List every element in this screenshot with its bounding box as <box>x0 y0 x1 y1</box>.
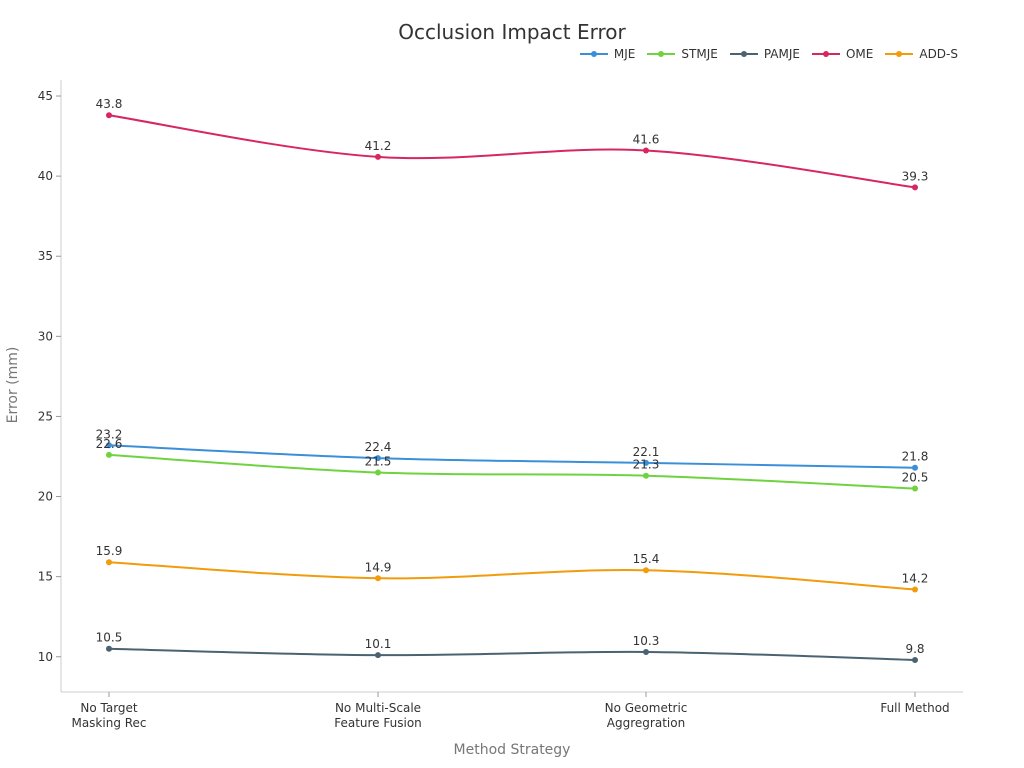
series-line-mje <box>108 444 916 469</box>
x-tick-label-line: No Multi-Scale <box>335 701 421 715</box>
legend-item-stmje[interactable]: STMJE <box>647 47 718 61</box>
data-point-ome <box>375 153 381 160</box>
data-point-pamje <box>912 656 918 663</box>
y-tick-label: 15 <box>38 570 53 584</box>
data-point-pamje <box>106 645 112 652</box>
data-label-stmje: 21.3 <box>633 458 660 472</box>
legend-swatch <box>811 48 840 60</box>
x-tick-label: No Geometric Aggregration <box>605 701 688 730</box>
data-label-add-s: 14.9 <box>365 560 392 574</box>
data-label-stmje: 20.5 <box>902 471 929 485</box>
x-tick-label-line: No Target <box>80 701 138 715</box>
x-axis-title: Method Strategy <box>453 742 571 758</box>
x-tick-label-line: Feature Fusion <box>334 716 422 730</box>
data-label-ome: 41.2 <box>365 139 392 153</box>
data-label-pamje: 9.8 <box>905 642 924 656</box>
legend-label: OME <box>845 47 874 61</box>
data-label-add-s: 15.9 <box>96 544 123 558</box>
data-label-ome: 43.8 <box>96 97 123 111</box>
legend-label: STMJE <box>681 47 718 61</box>
legend-swatch <box>729 48 758 60</box>
legend-swatch <box>885 48 914 60</box>
data-label-ome: 39.3 <box>902 169 929 183</box>
data-label-stmje: 22.6 <box>96 437 123 451</box>
legend-item-ome[interactable]: OME <box>811 47 874 61</box>
legend-item-add-s[interactable]: ADD-S <box>885 47 958 61</box>
y-tick-label: 40 <box>38 169 53 183</box>
data-point-mje <box>106 442 112 449</box>
y-axis-title: Error (mm) <box>5 346 21 424</box>
legend-label: ADD-S <box>919 47 958 61</box>
data-label-mje: 21.8 <box>902 450 929 464</box>
legend-swatch <box>647 48 676 60</box>
data-label-add-s: 15.4 <box>633 552 660 566</box>
x-tick-label-line: Masking Rec <box>71 716 146 730</box>
data-point-add-s <box>912 586 918 593</box>
series-line-stmje <box>108 453 916 490</box>
y-tick-label: 20 <box>38 490 53 504</box>
data-point-stmje <box>912 485 918 492</box>
data-label-ome: 41.6 <box>633 132 660 146</box>
x-tick-label: No Multi-Scale Feature Fusion <box>334 701 422 730</box>
legend-label: PAMJE <box>763 47 800 61</box>
legend-item-mje[interactable]: MJE <box>579 47 636 61</box>
series-line-add-s <box>108 561 916 591</box>
data-point-pamje <box>375 652 381 659</box>
data-label-pamje: 10.3 <box>633 634 660 648</box>
data-point-stmje <box>643 472 649 479</box>
series-line-ome <box>108 114 916 189</box>
data-label-pamje: 10.1 <box>365 637 392 651</box>
series-line-pamje <box>108 647 916 661</box>
data-label-stmje: 21.5 <box>365 455 392 469</box>
y-tick-label: 45 <box>38 89 53 103</box>
legend-item-pamje[interactable]: PAMJE <box>729 47 800 61</box>
data-point-mje <box>643 459 649 466</box>
data-point-pamje <box>643 648 649 655</box>
data-label-add-s: 14.2 <box>902 571 929 585</box>
x-tick-label-line: Full Method <box>880 701 949 715</box>
x-tick-label: Full Method <box>880 701 949 715</box>
x-tick-label: No Target Masking Rec <box>71 701 146 730</box>
data-point-stmje <box>106 451 112 458</box>
data-point-ome <box>106 112 112 119</box>
data-point-stmje <box>375 469 381 476</box>
legend-swatch <box>579 48 608 60</box>
y-tick-label: 25 <box>38 409 53 423</box>
data-point-ome <box>643 147 649 154</box>
data-point-add-s <box>106 559 112 566</box>
data-point-add-s <box>375 575 381 582</box>
legend: MJE STMJE PAMJE OME ADD-S <box>568 46 958 62</box>
data-point-mje <box>912 464 918 471</box>
y-tick-label: 35 <box>38 249 53 263</box>
legend-label: MJE <box>613 47 636 61</box>
x-tick-label-line: Aggregration <box>607 716 685 730</box>
data-label-mje: 23.2 <box>96 427 123 441</box>
chart-title: Occlusion Impact Error <box>398 20 626 44</box>
y-tick-label: 30 <box>38 329 53 343</box>
x-tick-label-line: No Geometric <box>605 701 688 715</box>
data-point-add-s <box>643 567 649 574</box>
y-tick-label: 10 <box>38 650 53 664</box>
data-label-mje: 22.1 <box>633 445 660 459</box>
data-label-pamje: 10.5 <box>96 631 123 645</box>
data-label-mje: 22.4 <box>365 440 392 454</box>
data-point-ome <box>912 184 918 191</box>
data-point-mje <box>375 455 381 462</box>
